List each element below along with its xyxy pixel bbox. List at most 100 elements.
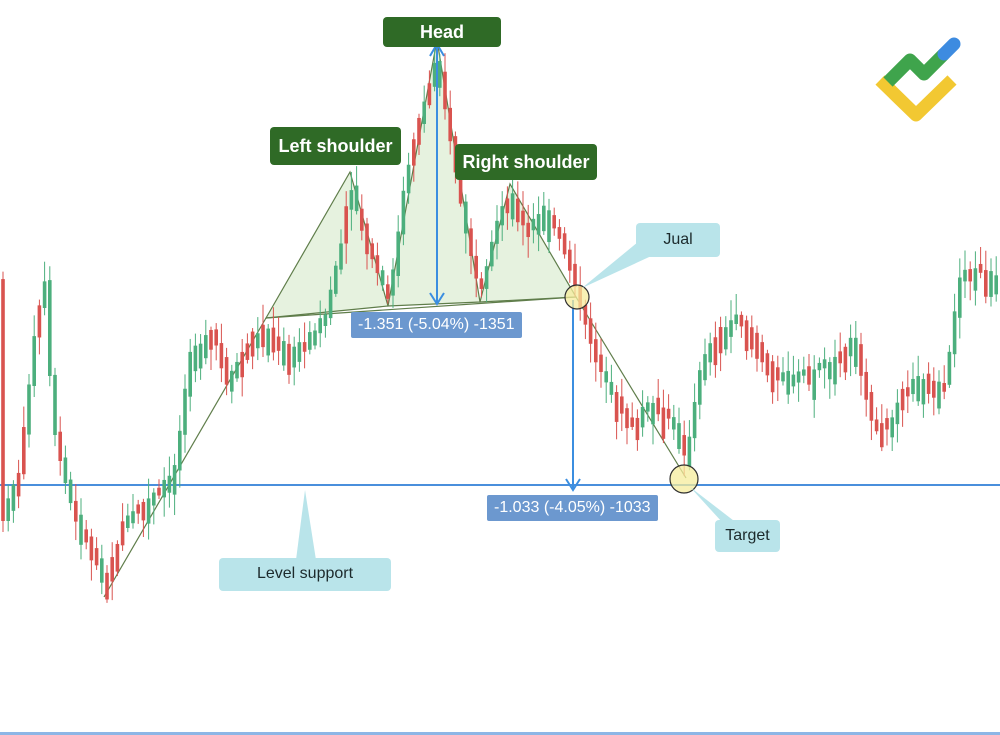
candle-body-174 — [906, 387, 910, 397]
candle-body-132 — [687, 436, 692, 467]
candle-body-155 — [807, 366, 811, 385]
candle-body-122 — [635, 417, 640, 441]
candle-body-20 — [105, 572, 109, 600]
candle-body-88 — [458, 168, 463, 204]
candle-body-17 — [89, 536, 94, 561]
candle-body-160 — [833, 356, 837, 385]
candle-body-34 — [178, 430, 182, 471]
head-label: Head — [383, 17, 501, 47]
candle-body-55 — [287, 343, 291, 375]
candle-body-33 — [172, 465, 177, 495]
candle-body-134 — [698, 370, 702, 405]
candle-body-50 — [261, 324, 265, 348]
candle-body-76 — [396, 231, 400, 276]
head-measure-arrow-bottom — [429, 292, 445, 306]
candle-body-73 — [380, 270, 385, 286]
candle-body-24 — [126, 515, 130, 528]
candle-body-38 — [198, 343, 203, 369]
candle-body-49 — [256, 333, 260, 349]
candle-body-121 — [630, 417, 634, 427]
candle-body-149 — [776, 367, 780, 381]
candle-body-140 — [729, 320, 733, 337]
support-callout: Level support — [219, 558, 391, 591]
candle-body-46 — [240, 351, 244, 378]
candle-body-147 — [765, 353, 770, 376]
candle-body-22 — [115, 543, 120, 572]
candle-body-182 — [947, 351, 952, 385]
candle-body-139 — [724, 327, 728, 350]
candle-body-6 — [32, 336, 36, 386]
brand-logo — [875, 37, 961, 122]
candle-body-109 — [568, 249, 572, 271]
candle-body-173 — [900, 388, 905, 411]
candle-body-125 — [651, 402, 655, 425]
candle-body-35 — [183, 388, 187, 435]
candle-body-60 — [313, 330, 317, 346]
candle-body-25 — [131, 511, 135, 524]
candle-body-61 — [318, 318, 322, 334]
candle-body-89 — [464, 201, 468, 234]
candle-body-120 — [625, 408, 629, 429]
candle-body-47 — [245, 343, 250, 360]
candle-body-186 — [968, 269, 972, 282]
candle-body-56 — [292, 346, 296, 368]
candle-body-53 — [276, 336, 281, 351]
candle-body-124 — [646, 402, 650, 412]
candle-body-39 — [204, 335, 208, 359]
candle-body-161 — [838, 351, 842, 364]
left-shoulder-label: Left shoulder — [270, 127, 401, 165]
candle-body-30 — [157, 487, 161, 496]
candle-body-145 — [755, 332, 759, 359]
candle-body-85 — [443, 71, 447, 110]
candle-body-1 — [6, 498, 10, 521]
candle-body-156 — [812, 369, 816, 400]
candle-body-42 — [219, 343, 224, 369]
candle-body-0 — [1, 279, 5, 521]
candle-body-65 — [339, 243, 343, 270]
candle-body-19 — [100, 558, 104, 583]
candle-body-130 — [677, 423, 681, 449]
candle-body-96 — [500, 206, 504, 226]
candle-body-31 — [162, 479, 166, 498]
candles-group — [1, 46, 998, 603]
candle-body-116 — [604, 371, 608, 383]
candle-body-123 — [640, 406, 645, 428]
candle-body-48 — [250, 331, 255, 357]
candle-body-58 — [302, 342, 307, 352]
candle-body-184 — [958, 277, 962, 318]
candle-body-187 — [973, 268, 978, 291]
candle-body-4 — [22, 427, 26, 475]
candle-body-141 — [734, 314, 738, 324]
candle-body-18 — [94, 548, 99, 566]
candle-body-143 — [744, 320, 749, 352]
candle-body-167 — [869, 392, 874, 421]
candle-body-135 — [703, 354, 707, 381]
candle-body-108 — [562, 233, 567, 255]
candle-body-15 — [79, 514, 83, 545]
target-distance-measure: -1.033 (-4.05%) -1033 — [487, 495, 658, 521]
candle-body-189 — [984, 270, 988, 297]
candle-body-13 — [68, 479, 73, 504]
candle-body-51 — [266, 328, 270, 356]
candle-body-66 — [344, 206, 348, 244]
candle-body-181 — [942, 382, 946, 392]
candle-body-2 — [11, 484, 16, 511]
candle-body-146 — [760, 342, 764, 363]
candle-body-172 — [895, 402, 900, 425]
candle-body-150 — [781, 372, 785, 382]
candle-body-100 — [521, 210, 525, 226]
candle-body-7 — [37, 305, 42, 338]
breakdown-line — [575, 296, 687, 479]
candle-body-179 — [932, 380, 936, 398]
head-height-measure: -1.351 (-5.04%) -1351 — [351, 312, 522, 338]
candle-body-37 — [193, 345, 198, 372]
candle-body-68 — [354, 185, 359, 212]
candle-body-21 — [110, 557, 114, 582]
candle-body-62 — [323, 314, 328, 326]
candle-body-83 — [432, 62, 437, 87]
candle-body-183 — [952, 311, 957, 355]
candle-body-153 — [796, 371, 801, 383]
candle-body-94 — [490, 241, 494, 267]
candle-body-126 — [656, 397, 660, 415]
candle-body-54 — [282, 341, 286, 366]
